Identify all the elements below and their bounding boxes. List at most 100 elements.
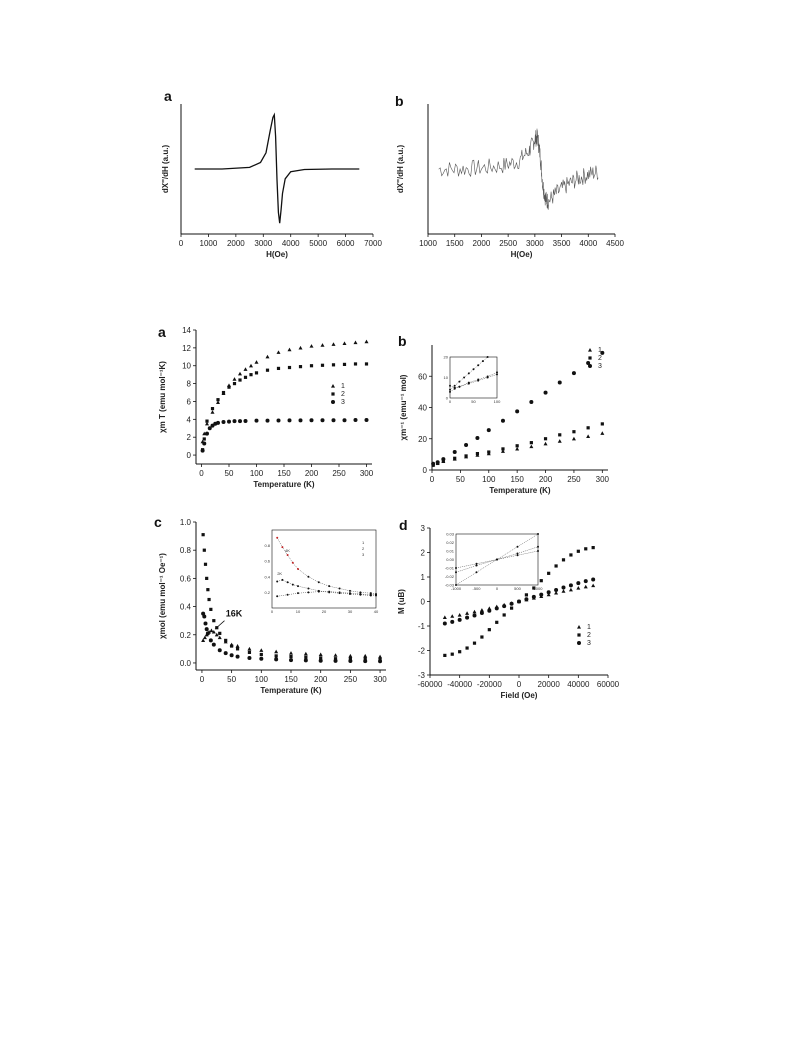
inset-x-tick-label: 0 xyxy=(449,399,452,404)
inset-frame xyxy=(449,356,498,399)
data-point xyxy=(586,360,591,365)
x-tick-label: -40000 xyxy=(447,680,472,689)
legend-marker xyxy=(588,364,592,368)
data-point xyxy=(259,656,264,661)
data-point xyxy=(218,631,222,635)
data-point xyxy=(353,340,358,345)
data-point xyxy=(465,646,469,650)
x-tick-label: 0 xyxy=(179,239,184,248)
data-point xyxy=(230,644,234,648)
panel-label: a xyxy=(158,324,166,340)
chart-epr-a: a 0 1000 2000 3000 4000 5000 6000 7000 H(Oe) dX''/… xyxy=(161,88,382,259)
data-point xyxy=(353,418,358,423)
data-point xyxy=(486,428,491,433)
data-point xyxy=(364,362,369,366)
series-2 xyxy=(201,362,369,452)
x-tick-label: 40000 xyxy=(567,680,590,689)
y-tick-label: 0.8 xyxy=(180,546,192,555)
inset-y-tick-label: 0.8 xyxy=(264,543,270,548)
data-point xyxy=(363,659,368,664)
data-point xyxy=(274,657,279,662)
data-point xyxy=(568,587,573,592)
data-point xyxy=(487,608,492,613)
x-axis-label: H(Oe) xyxy=(511,250,533,259)
x-tick-label: 3000 xyxy=(254,239,272,248)
x-tick-label: 5000 xyxy=(309,239,327,248)
inset-data-point xyxy=(328,585,331,588)
data-point xyxy=(205,421,209,426)
x-tick-label: 6000 xyxy=(337,239,355,248)
data-point xyxy=(495,620,499,624)
y-tick-label: 3 xyxy=(421,524,426,533)
data-point xyxy=(453,456,457,460)
x-tick-label: 1500 xyxy=(446,239,464,248)
y-axis-label: M (uB) xyxy=(397,589,406,614)
data-point xyxy=(576,549,580,553)
y-tick-label: 20 xyxy=(418,435,427,444)
data-point xyxy=(289,655,293,659)
x-tick-label: 200 xyxy=(539,475,553,484)
data-point xyxy=(235,644,240,648)
data-point xyxy=(202,635,207,640)
x-tick-label: 200 xyxy=(305,469,319,478)
data-point xyxy=(249,373,253,377)
data-point xyxy=(232,419,237,424)
data-point xyxy=(524,593,529,597)
inset-data-point xyxy=(359,592,362,595)
data-point xyxy=(509,601,514,606)
inset-y-tick-label: 0.02 xyxy=(446,540,455,545)
inset-series xyxy=(449,356,489,391)
data-point xyxy=(214,632,219,637)
series-1 xyxy=(431,431,605,467)
data-point xyxy=(303,651,308,656)
legend-marker xyxy=(577,641,581,645)
data-point xyxy=(265,354,270,359)
inset-x-tick-label: -1000 xyxy=(451,586,462,591)
series-line xyxy=(194,112,360,224)
y-tick-label: 12 xyxy=(182,344,191,353)
data-point xyxy=(309,364,314,368)
inset-y-tick-label: 0.2 xyxy=(264,590,270,595)
legend-label: 3 xyxy=(598,363,602,370)
data-point xyxy=(441,459,445,464)
data-point xyxy=(320,343,325,347)
data-point xyxy=(232,377,237,381)
data-point xyxy=(515,446,520,451)
series-3 xyxy=(200,417,369,453)
data-point xyxy=(464,443,469,447)
data-point xyxy=(342,341,347,345)
y-axis-label: χm⁻¹ (emu⁻¹ mol) xyxy=(399,374,408,440)
data-point xyxy=(554,590,559,595)
data-point xyxy=(276,350,281,354)
x-axis-label: Field (Oe) xyxy=(501,691,538,700)
data-point xyxy=(254,360,259,364)
data-point xyxy=(561,589,566,593)
data-point xyxy=(569,553,573,557)
data-point xyxy=(216,420,220,425)
data-point xyxy=(217,648,222,653)
data-point xyxy=(227,419,231,424)
inset-data-point xyxy=(475,564,478,567)
y-tick-label: 0.4 xyxy=(180,603,192,612)
data-point xyxy=(210,410,215,414)
inset-data-point xyxy=(307,591,310,594)
inset-y-tick-label: 0.01 xyxy=(446,549,455,554)
inset-y-tick-label: 20 xyxy=(444,355,449,360)
data-point xyxy=(500,449,505,453)
legend-label: 3 xyxy=(341,399,345,406)
x-tick-label: 0 xyxy=(430,475,435,484)
y-tick-label: 0.2 xyxy=(180,631,192,640)
data-point xyxy=(289,658,293,663)
data-point xyxy=(442,621,447,626)
legend-marker xyxy=(331,392,335,396)
data-point xyxy=(331,418,336,423)
inset-annotation-2k: 2K xyxy=(277,571,282,576)
chart-MH-d: d -60000 -40000 -20000 0 20000 40000 60000 -3 -2 -… xyxy=(397,517,620,700)
inset-data-point xyxy=(537,545,539,548)
x-tick-label: 2500 xyxy=(499,239,517,248)
data-point xyxy=(591,546,595,550)
inset-x-tick-label: 50 xyxy=(471,399,476,404)
inset-data-point xyxy=(369,592,372,595)
x-tick-label: 2000 xyxy=(227,239,245,248)
